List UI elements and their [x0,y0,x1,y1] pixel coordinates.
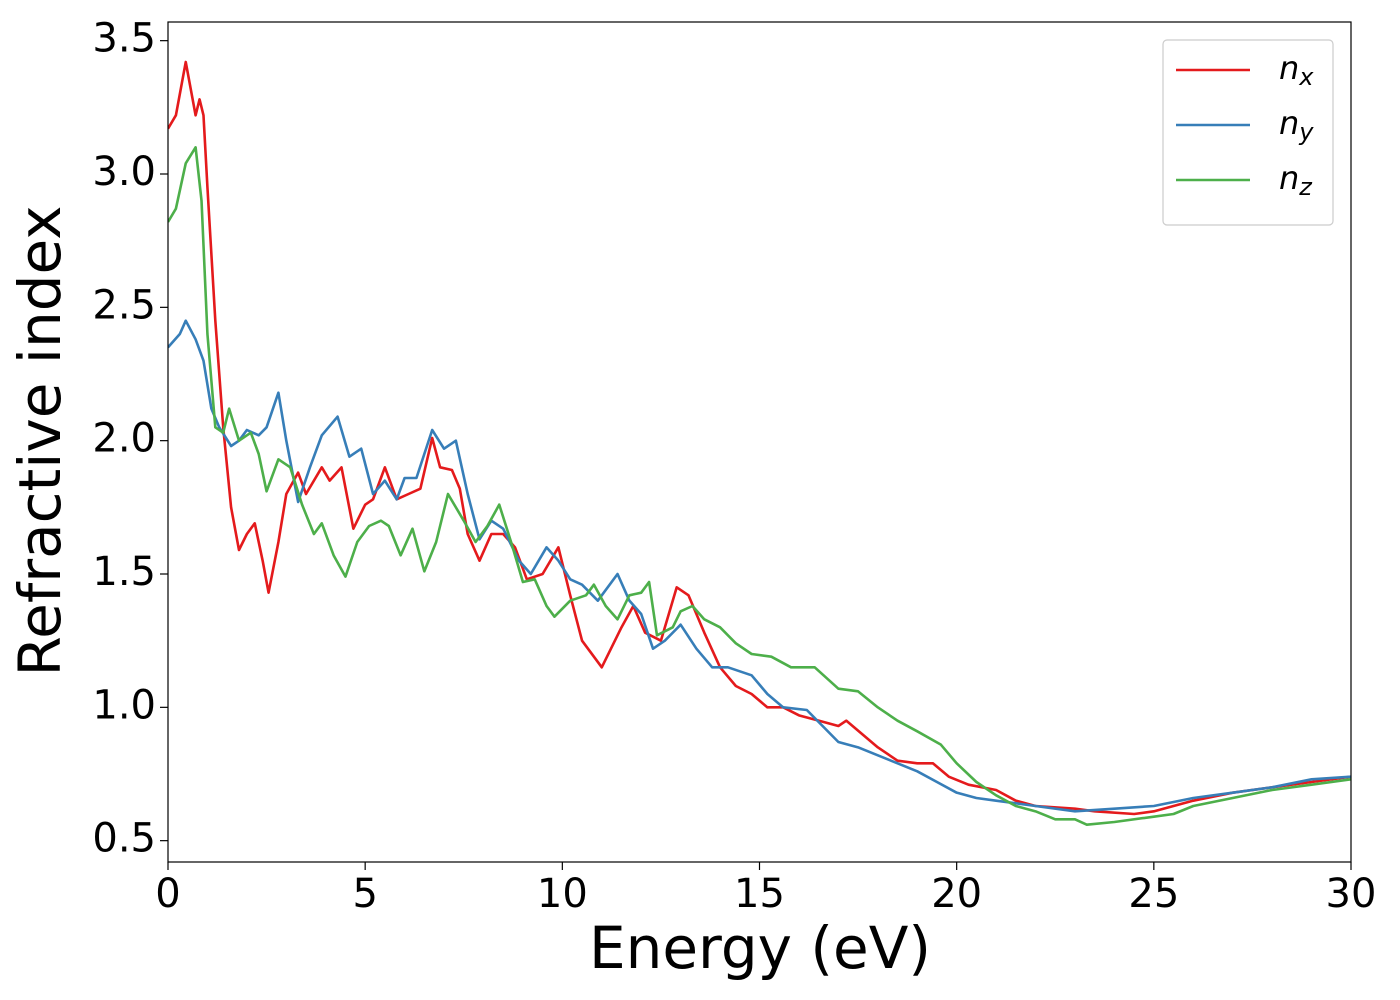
x-tick-label: 20 [931,871,982,917]
x-axis-label: Energy (eV) [589,914,931,982]
legend-label: nz [1279,159,1313,201]
data-line [168,60,1351,816]
y-axis-label: Refractive index [6,205,74,676]
y-tick-label: 2.5 [92,282,156,328]
y-tick-label: 0.5 [92,816,156,862]
x-tick-label: 25 [1128,871,1179,917]
x-tick-label: 5 [352,871,377,917]
x-tick-label: 15 [734,871,785,917]
x-tick-label: 10 [537,871,588,917]
legend-label: ny [1279,104,1314,146]
x-tick-label: 0 [155,871,180,917]
x-tick-label: 30 [1326,871,1377,917]
y-tick-label: 3.5 [92,16,156,62]
y-tick-label: 1.0 [92,682,156,728]
y-tick-label: 1.5 [92,549,156,595]
data-line [168,146,1351,826]
legend-label: nx [1279,49,1314,91]
y-tick-label: 2.0 [92,416,156,462]
data-line [168,319,1351,813]
y-tick-label: 3.0 [92,149,156,195]
